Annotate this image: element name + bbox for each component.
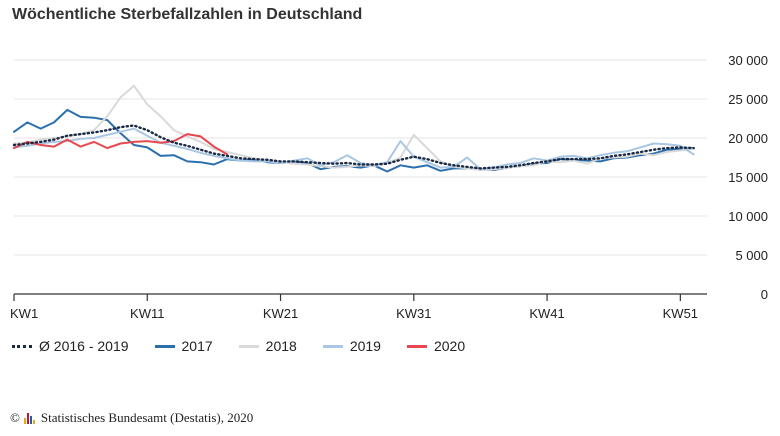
chart-legend: Ø 2016 - 2019 2017 2018 2019 2020 (12, 338, 491, 354)
legend-label: 2018 (265, 338, 297, 354)
y-tick-label: 10 000 (728, 209, 768, 224)
chart-title: Wöchentliche Sterbefallzahlen in Deutsch… (12, 6, 363, 23)
legend-item: 2017 (154, 338, 213, 354)
series-line-2019 (13, 127, 695, 171)
x-tick-label: KW41 (529, 306, 564, 321)
legend-item: 2018 (238, 338, 297, 354)
logo-bar (26, 412, 29, 424)
y-tick-label: 20 000 (728, 131, 768, 146)
legend-item: Ø 2016 - 2019 (12, 338, 129, 354)
legend-swatch (12, 344, 32, 348)
y-tick-label: 5 000 (735, 248, 768, 263)
legend-swatch (154, 344, 175, 348)
source-credit: © Statistisches Bundesamt (Destatis), 20… (10, 410, 253, 426)
logo-bar (32, 419, 35, 424)
y-tick-label: 0 (761, 287, 768, 302)
y-tick-label: 15 000 (728, 170, 768, 185)
legend-item: 2019 (322, 338, 381, 354)
x-tick-label: KW1 (10, 306, 38, 321)
series-line-2020 (13, 133, 229, 156)
destatis-logo-icon (23, 412, 36, 424)
series-line-2016-2019 (12, 124, 695, 170)
x-tick-label: KW11 (130, 306, 164, 321)
y-tick-label: 30 000 (728, 53, 768, 68)
y-tick-label: 25 000 (728, 92, 768, 107)
x-tick-label: KW31 (396, 306, 431, 321)
line-chart: 0 5 000 10 000 15 000 20 000 25 000 30 000 KW1 K… (10, 53, 768, 321)
legend-swatch (322, 344, 343, 348)
legend-swatch (406, 344, 427, 348)
legend-label: Ø 2016 - 2019 (39, 338, 129, 354)
legend-label: 2020 (433, 338, 466, 354)
legend-swatch (238, 344, 259, 348)
logo-bar (23, 417, 26, 424)
legend-label: 2017 (181, 338, 213, 354)
copyright-symbol: © (10, 410, 20, 425)
source-text: Statistisches Bundesamt (Destatis), 2020 (40, 410, 254, 425)
logo-bar (29, 415, 32, 424)
x-tick-label: KW21 (263, 306, 298, 321)
series-line-2018 (13, 84, 695, 171)
legend-item: 2020 (406, 338, 466, 354)
legend-label: 2019 (349, 338, 381, 354)
x-tick-label: KW51 (663, 306, 698, 321)
